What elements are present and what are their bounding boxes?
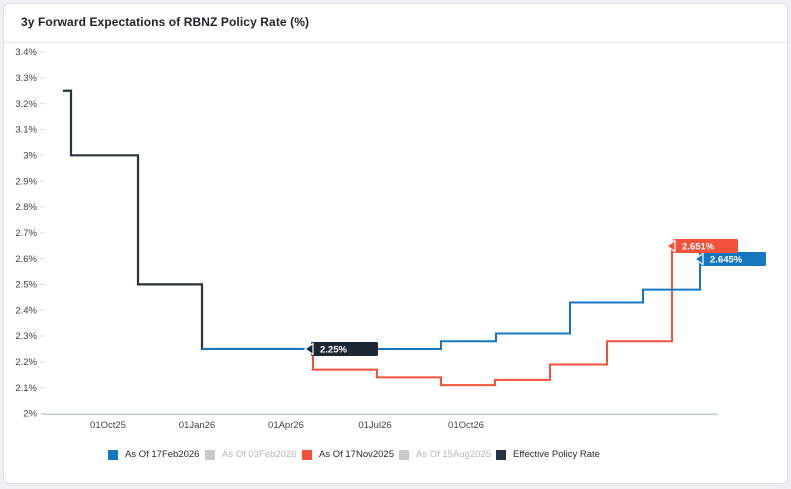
chart-legend: As Of 17Feb2026 As Of 03Feb2026 As Of 17No… xyxy=(108,449,600,460)
legend-label: Effective Policy Rate xyxy=(513,449,600,460)
legend-item-effective-policy-rate[interactable]: Effective Policy Rate xyxy=(496,449,600,460)
legend-swatch-icon xyxy=(302,449,312,460)
legend-swatch-icon xyxy=(108,449,118,460)
legend-label: As Of 03Feb2026 xyxy=(222,449,297,460)
legend-label: As Of 15Aug2025 xyxy=(416,449,491,460)
legend-swatch-icon xyxy=(399,449,409,460)
legend-label: As Of 17Feb2026 xyxy=(125,449,200,460)
legend-label: As Of 17Nov2025 xyxy=(319,449,394,460)
legend-swatch-icon xyxy=(205,449,215,460)
chart-card: 3y Forward Expectations of RBNZ Policy R… xyxy=(3,3,788,484)
legend-swatch-icon xyxy=(496,449,506,460)
title-divider xyxy=(4,42,787,43)
legend-item-as-of-17feb2026[interactable]: As Of 17Feb2026 xyxy=(108,449,205,460)
legend-item-as-of-17nov2025[interactable]: As Of 17Nov2025 xyxy=(302,449,399,460)
legend-item-as-of-03feb2026[interactable]: As Of 03Feb2026 xyxy=(205,449,302,460)
chart-title: 3y Forward Expectations of RBNZ Policy R… xyxy=(21,15,310,29)
legend-item-as-of-15aug2025[interactable]: As Of 15Aug2025 xyxy=(399,449,496,460)
